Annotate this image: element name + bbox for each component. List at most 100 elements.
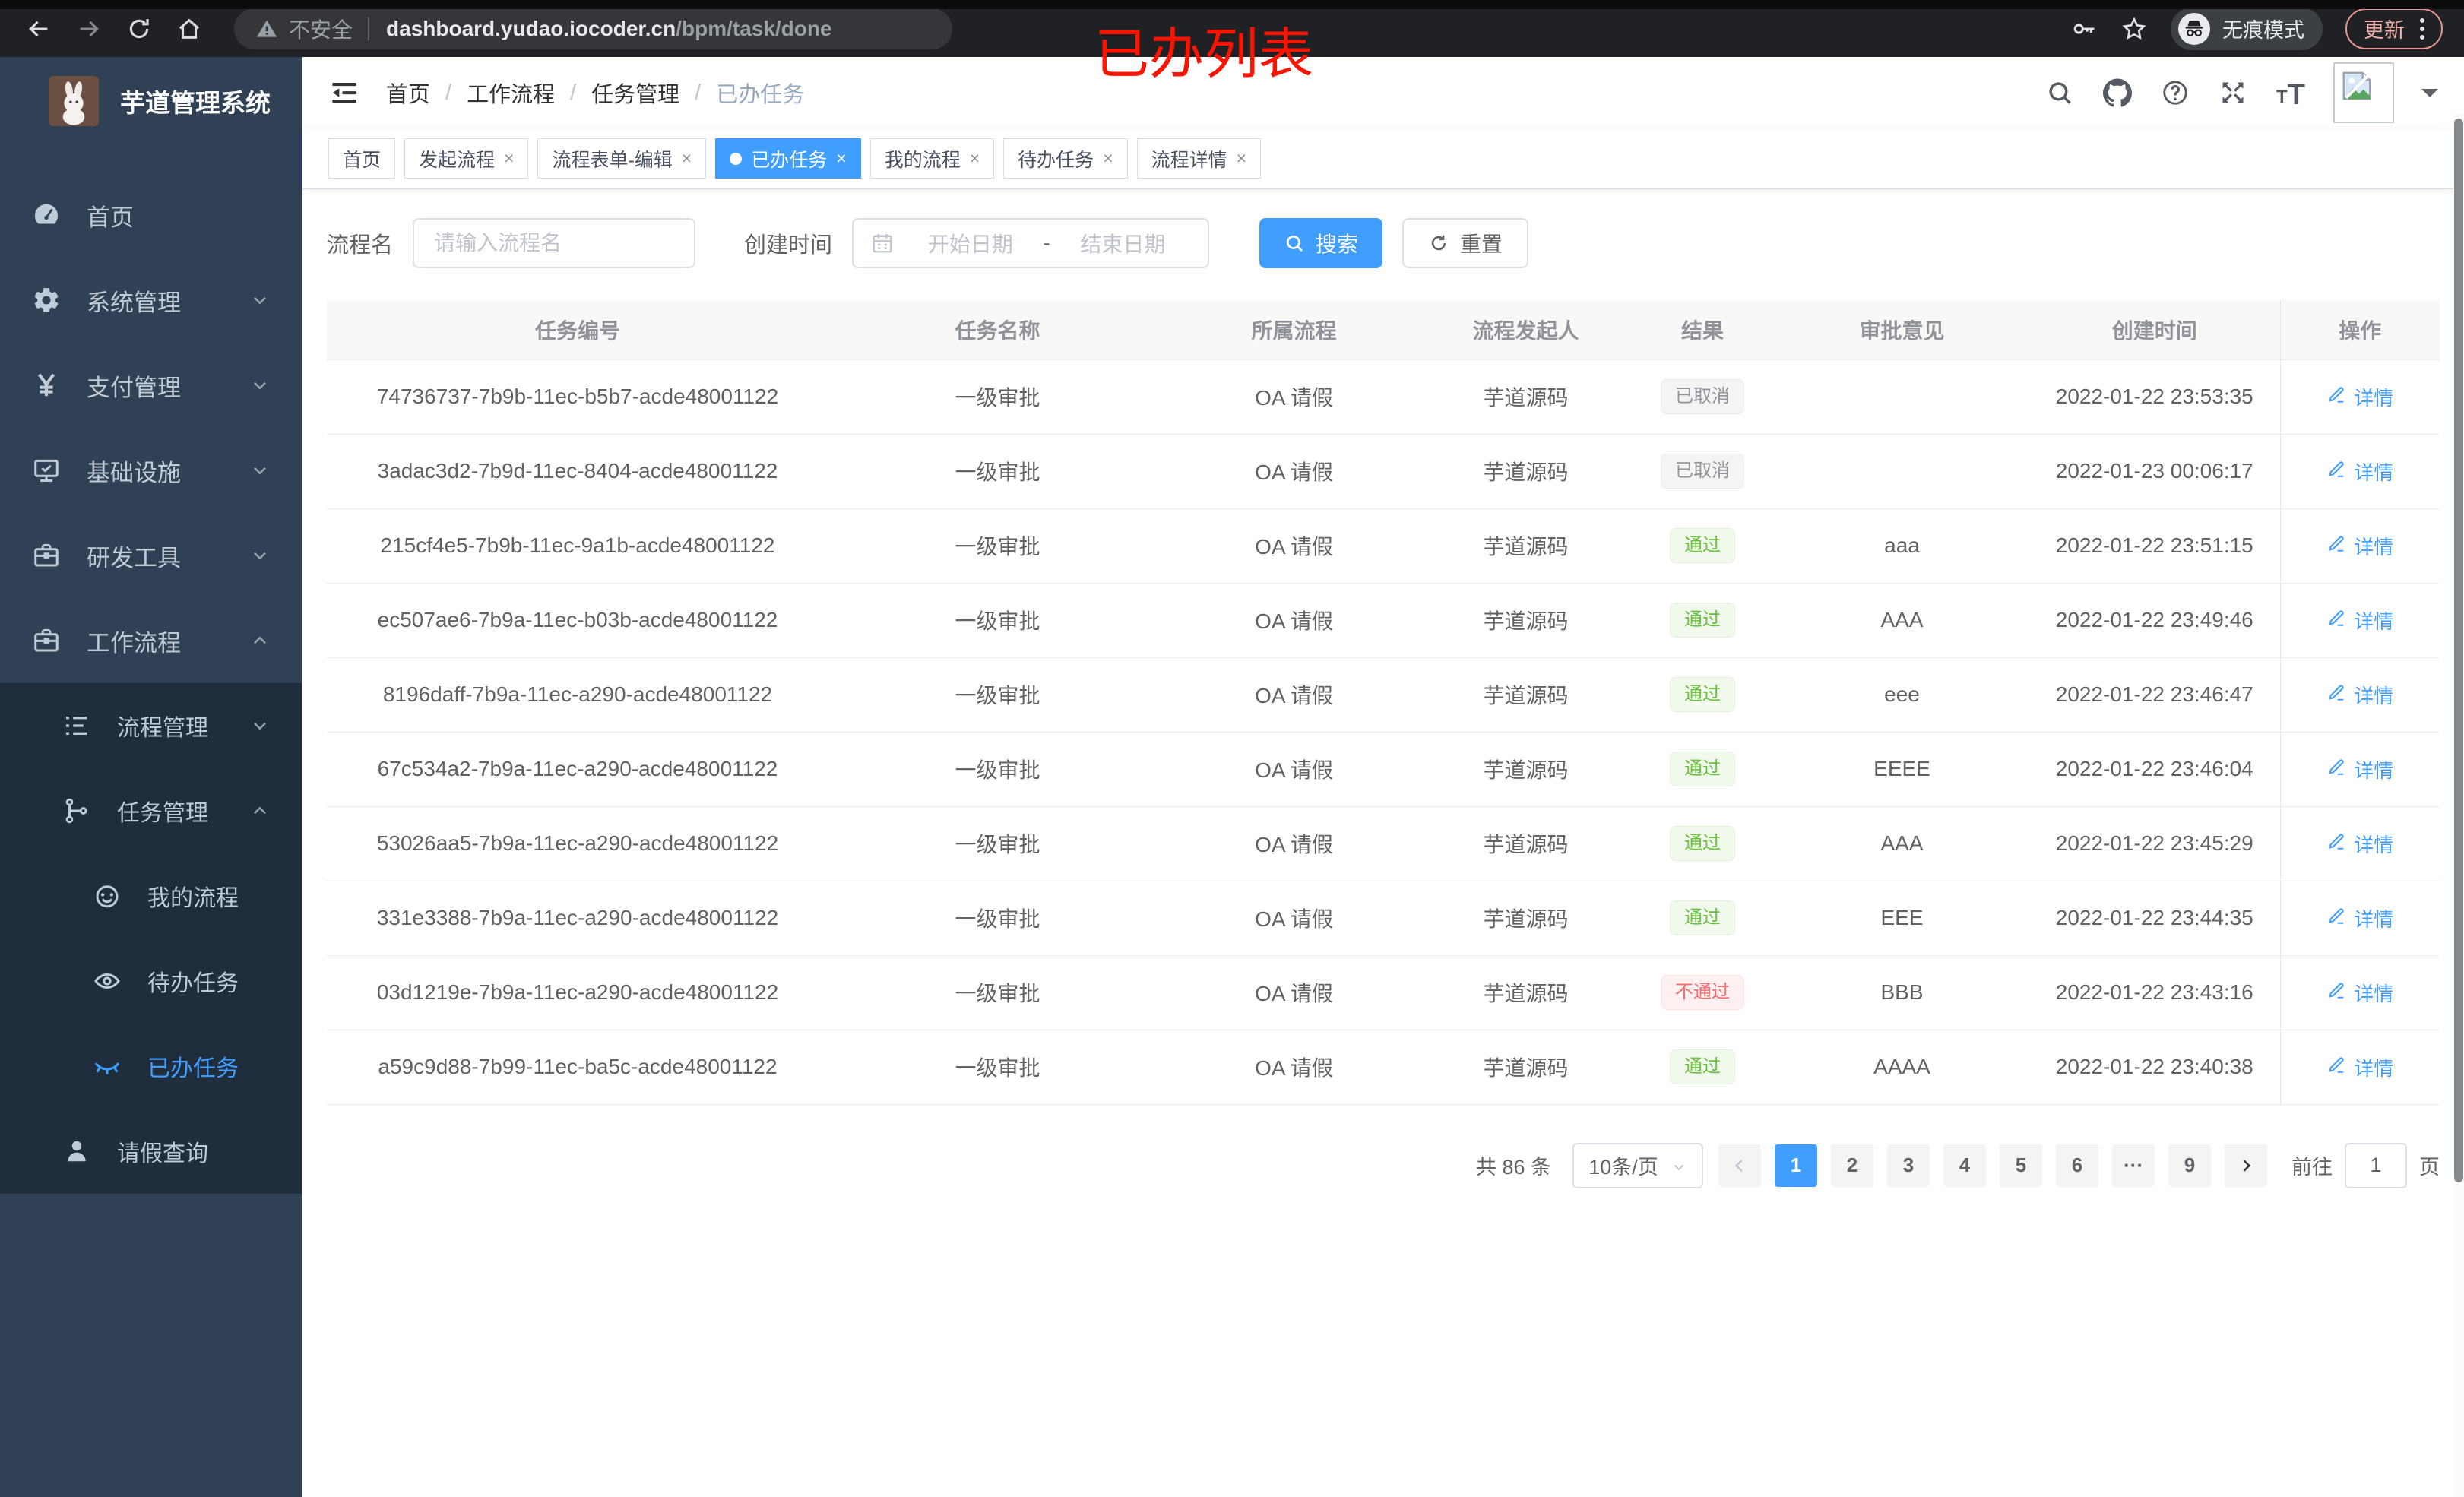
column-header: 结果 [1630,300,1775,360]
result-cell: 通过 [1630,732,1775,807]
bookmark-star-icon[interactable] [2120,15,2148,43]
tab-流程表单-编辑[interactable]: 流程表单-编辑 × [537,138,707,179]
detail-button[interactable]: 详情 [2326,606,2393,635]
detail-button[interactable]: 详情 [2326,681,2393,709]
process-name-input[interactable] [413,218,696,268]
page-size-select[interactable]: 10条/页 [1572,1142,1703,1188]
process-cell: OA 请假 [1167,1030,1421,1105]
detail-button[interactable]: 详情 [2326,532,2393,560]
browser-reload-button[interactable] [122,11,157,46]
sidebar-item-task-mgmt[interactable]: 任务管理 [0,768,302,853]
tab-我的流程[interactable]: 我的流程 × [869,138,995,179]
goto-page-input[interactable] [2345,1142,2407,1188]
browser-update-button[interactable]: 更新 [2345,8,2443,49]
page-button-1[interactable]: 1 [1775,1144,1817,1187]
sidebar-item-infrastructure[interactable]: 基础设施 [0,428,302,513]
detail-button[interactable]: 详情 [2326,830,2393,858]
page-button-3[interactable]: 3 [1887,1144,1930,1187]
process-cell: OA 请假 [1167,434,1421,509]
breadcrumb-item[interactable]: 工作流程 [467,83,556,107]
sidebar-item-label: 基础设施 [87,459,181,486]
page-button-4[interactable]: 4 [1943,1144,1986,1187]
tab-close-icon[interactable]: × [681,148,692,168]
date-range-picker[interactable]: 开始日期 - 结束日期 [852,218,1210,268]
search-button[interactable]: 搜索 [1259,218,1383,268]
fullscreen-icon[interactable] [2218,78,2248,108]
tab-close-icon[interactable]: × [1236,148,1247,168]
prev-page-button[interactable] [1718,1144,1761,1187]
tab-close-icon[interactable]: × [969,148,980,168]
sidebar-item-system[interactable]: 系统管理 [0,258,302,343]
detail-button[interactable]: 详情 [2326,904,2393,932]
logo-row[interactable]: 芋道管理系统 [0,57,302,145]
sidebar-item-todo-tasks[interactable]: 待办任务 [0,938,302,1024]
sidebar-item-dev-tools[interactable]: 研发工具 [0,513,302,598]
end-date-placeholder[interactable]: 结束日期 [1080,233,1166,256]
ops-cell: 详情 [2279,1030,2440,1105]
ops-cell: 详情 [2279,881,2440,956]
incognito-badge: 无痕模式 [2171,7,2323,50]
page-button-5[interactable]: 5 [2000,1144,2042,1187]
tab-label: 流程表单-编辑 [552,149,673,171]
detail-button[interactable]: 详情 [2326,1053,2393,1081]
breadcrumb-item[interactable]: 首页 [386,83,431,107]
avatar[interactable] [2333,62,2394,123]
sidebar-item-home[interactable]: 首页 [0,172,302,258]
page-content: 流程名 创建时间 开始日期 - 结束日期 搜索 重置 [302,189,2464,1497]
page-button-6[interactable]: 6 [2056,1144,2098,1187]
page-button-2[interactable]: 2 [1831,1144,1873,1187]
sidebar-item-leave-query[interactable]: 请假查询 [0,1109,302,1194]
tab-close-icon[interactable]: × [1103,148,1113,168]
help-icon[interactable] [2160,78,2190,108]
browser-home-button[interactable] [172,11,207,46]
page-button-9[interactable]: 9 [2168,1144,2211,1187]
task-name-cell: 一级审批 [828,955,1167,1030]
page-ellipsis[interactable]: ··· [2112,1144,2155,1187]
time-cell: 2022-01-22 23:46:04 [2029,732,2280,807]
sidebar-item-workflow[interactable]: 工作流程 [0,598,302,683]
browser-back-button[interactable] [21,11,56,46]
result-cell: 已取消 [1630,434,1775,509]
tab-已办任务[interactable]: 已办任务 × [715,138,861,179]
github-icon[interactable] [2102,78,2133,108]
breadcrumb-item[interactable]: 任务管理 [591,83,680,107]
tab-label: 发起流程 [419,149,496,171]
column-header: 流程发起人 [1421,300,1630,360]
opinion-cell: EEEE [1775,732,2029,807]
tab-close-icon[interactable]: × [836,148,847,168]
tab-待办任务[interactable]: 待办任务 × [1003,138,1128,179]
sidebar-fold-icon[interactable] [328,77,360,109]
detail-button[interactable]: 详情 [2326,383,2393,411]
page-unit-label: 页 [2419,1156,2440,1179]
process-cell: OA 请假 [1167,657,1421,733]
result-badge: 不通过 [1661,975,1744,1010]
user-menu-caret-icon[interactable] [2421,89,2438,106]
ops-cell: 详情 [2279,732,2440,807]
sidebar-item-payment[interactable]: 支付管理 [0,343,302,428]
sidebar-item-done-tasks[interactable]: 已办任务 [0,1024,302,1109]
reset-button[interactable]: 重置 [1402,218,1529,268]
next-page-button[interactable] [2225,1144,2267,1187]
tab-首页[interactable]: 首页 [328,138,396,179]
search-icon[interactable] [2044,78,2075,108]
tab-发起流程[interactable]: 发起流程 × [404,138,529,179]
scrollbar-track[interactable] [2453,114,2464,1497]
sidebar-item-process-mgmt[interactable]: 流程管理 [0,683,302,768]
sidebar-item-label: 支付管理 [87,374,181,401]
chevron-up-icon [249,630,271,651]
start-date-placeholder[interactable]: 开始日期 [927,233,1013,256]
tab-流程详情[interactable]: 流程详情 × [1136,138,1262,179]
scrollbar-thumb[interactable] [2454,119,2463,1182]
detail-button[interactable]: 详情 [2326,755,2393,783]
detail-button[interactable]: 详情 [2326,979,2393,1007]
password-key-icon[interactable] [2070,15,2098,43]
browser-forward-button[interactable] [71,11,106,46]
time-cell: 2022-01-22 23:40:38 [2029,1030,2280,1105]
detail-button[interactable]: 详情 [2326,457,2393,486]
browser-menu-icon[interactable] [2420,17,2424,40]
sidebar-item-my-process[interactable]: 我的流程 [0,853,302,938]
tab-close-icon[interactable]: × [504,148,515,168]
address-bar[interactable]: 不安全 dashboard.yudao.iocoder.cn/bpm/task/… [234,8,952,49]
